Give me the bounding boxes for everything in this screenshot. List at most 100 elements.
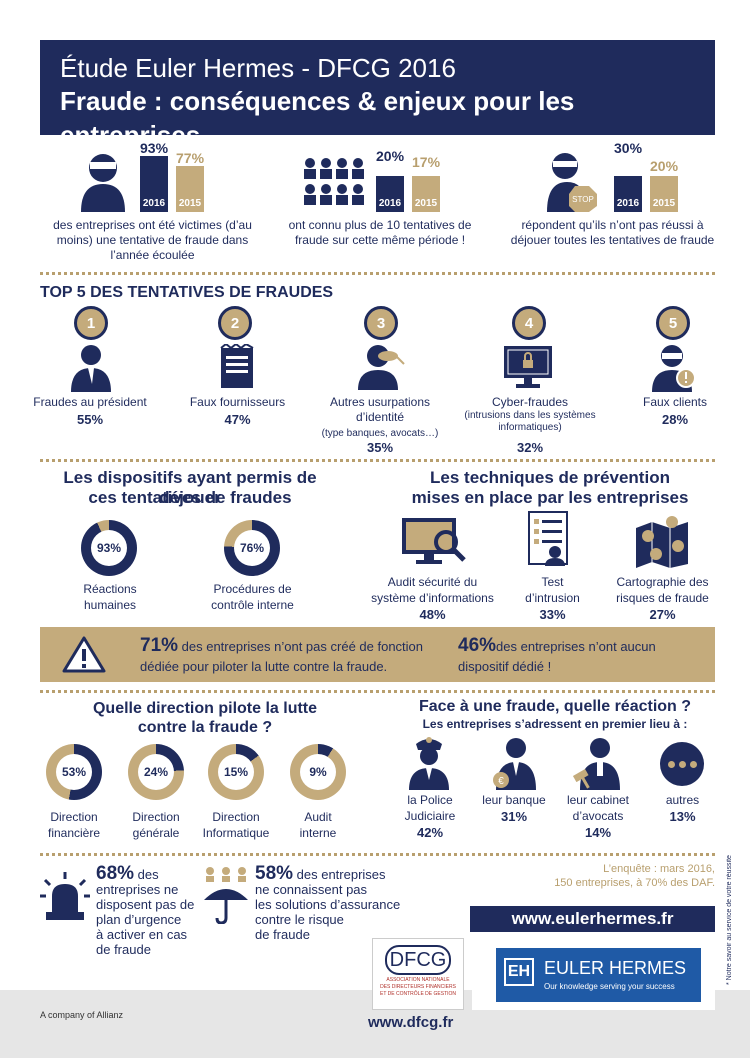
top5-pct-3: 35% xyxy=(366,440,394,455)
crowd-icon xyxy=(304,158,364,205)
rank-3-badge: 3 xyxy=(364,306,398,340)
banker-icon: € xyxy=(493,738,536,790)
banner-stat-1b: dédiée pour piloter la lutte contre la f… xyxy=(140,659,388,674)
warning-banner: 71% des entreprises n’ont pas créé de fo… xyxy=(40,627,715,682)
stat3-pct-2016: 30% xyxy=(614,140,643,156)
risk-map-icon xyxy=(636,516,688,568)
top5-pct-1: 55% xyxy=(76,412,104,427)
donut-value: 15% xyxy=(218,754,254,790)
divider xyxy=(40,690,715,693)
direction-label-3b: Informatique xyxy=(202,826,270,840)
reaction-label-1b: Judiciaire xyxy=(404,809,456,823)
technique-label-3a: Cartographie des xyxy=(616,575,709,589)
lawyer-gavel-icon xyxy=(572,738,620,790)
donut-chart: 24% xyxy=(128,744,184,800)
techniques-title-2: mises en place par les entreprises xyxy=(411,488,689,507)
banner-stat-2b: dispositif dédié ! xyxy=(458,659,552,674)
warning-icon xyxy=(62,636,106,673)
checklist-icon xyxy=(528,511,568,566)
donut-value: 9% xyxy=(300,754,336,790)
top5-title: TOP 5 DES TENTATIVES DE FRAUDES xyxy=(40,284,334,301)
euler-hermes-logo: EH EULER HERMES Our knowledge serving yo… xyxy=(472,938,715,1010)
reaction-label-4: autres xyxy=(665,793,700,807)
stat2-bar-2015: 2015 xyxy=(412,176,440,212)
stat2-pct-2016: 20% xyxy=(376,148,405,164)
banner-stat-1: 71% des entreprises n’ont pas créé de fo… xyxy=(140,635,424,656)
reaction-pct-1: 42% xyxy=(416,825,444,840)
donut-chart: 53% xyxy=(46,744,102,800)
stat1-pct-2016: 93% xyxy=(140,140,169,156)
divider xyxy=(40,853,715,856)
eulerhermes-url-link[interactable]: www.eulerhermes.fr xyxy=(470,906,715,932)
reaction-label-1a: la Police xyxy=(407,793,453,807)
top5-pct-4: 32% xyxy=(516,440,544,455)
technique-label-2b: d’intrusion xyxy=(525,591,580,605)
dispositif-label-1b: humaines xyxy=(83,598,137,612)
top5-label-3: Autres usurpations d’identité xyxy=(329,395,431,424)
divider xyxy=(40,272,715,275)
umbrella-people-icon xyxy=(204,867,248,924)
dfcg-url-link[interactable]: www.dfcg.fr xyxy=(368,1014,454,1031)
ellipsis-icon xyxy=(660,742,704,786)
technique-label-1a: Audit sécurité du xyxy=(387,575,478,589)
banner-stat-2: 46%des entreprises n’ont aucun xyxy=(458,635,656,656)
reaction-pct-2: 31% xyxy=(500,809,528,824)
reaction-label-2: leur banque xyxy=(482,793,546,807)
monitor-magnifier-icon xyxy=(402,518,466,564)
dfcg-logo: DFCG ASSOCIATION NATIONALE DES DIRECTEUR… xyxy=(372,938,464,1010)
svg-text:STOP: STOP xyxy=(572,195,594,204)
divider xyxy=(40,459,715,462)
donut-value: 53% xyxy=(56,754,92,790)
stat1-text: des entreprises ont été victimes (d’au m… xyxy=(53,218,252,262)
direction-label-1b: financière xyxy=(47,826,101,840)
stat3-text: répondent qu’ils n’ont pas réussi à déjo… xyxy=(510,218,715,247)
donut-value: 76% xyxy=(234,530,270,566)
reaction-pct-3: 14% xyxy=(584,825,612,840)
rank-4-badge: 4 xyxy=(512,306,546,340)
donut-chart: 76% xyxy=(224,520,280,576)
fake-client-icon xyxy=(652,345,696,392)
dispositif-label-1a: Réactions xyxy=(83,582,137,596)
dispositif-label-2b: contrôle interne xyxy=(211,598,294,612)
top5-label-4: Cyber-fraudes xyxy=(491,395,569,409)
technique-label-3b: risques de fraude xyxy=(616,591,709,605)
police-officer-icon xyxy=(409,737,449,790)
stat2-pct-2015: 17% xyxy=(412,154,441,170)
study-subtitle: Fraude : conséquences & enjeux pour les … xyxy=(60,86,575,150)
stat3-bar-2016: 2016 xyxy=(614,176,642,212)
direction-label-4a: Audit xyxy=(304,810,332,824)
stat1-bar-2016: 2016 xyxy=(140,156,168,212)
techniques-title-1: Les techniques de prévention xyxy=(430,468,670,487)
stat3-bar-2015: 2015 xyxy=(650,176,678,212)
technique-pct-1: 48% xyxy=(419,607,446,622)
direction-label-2b: générale xyxy=(132,826,180,840)
stat3-pct-2015: 20% xyxy=(650,158,679,174)
dispositifs-title-2: ces tentatives de fraudes xyxy=(88,488,292,507)
thief-stop-sign-icon: STOP xyxy=(547,153,597,212)
side-note: * Notre savoir au service de votre réuss… xyxy=(726,855,733,985)
header-banner: Étude Euler Hermes - DFCG 2016 Fraude : … xyxy=(40,40,715,150)
top5-note-4: (intrusions dans les systèmes informatiq… xyxy=(464,410,596,433)
bottom-stat-1-text: 68% des entreprises ne disposent pas de pl… xyxy=(96,863,195,957)
rank-2-badge: 2 xyxy=(218,306,252,340)
reaction-title: Face à une fraude, quelle réaction ? xyxy=(418,698,692,715)
reaction-pct-4: 13% xyxy=(669,809,696,824)
stat1-bar-2015: 2015 xyxy=(176,166,204,212)
survey-note: L’enquête : mars 2016, 150 entreprises, à… xyxy=(554,863,715,889)
top5-label-2: Faux fournisseurs xyxy=(189,395,286,409)
top5-note-3: (type banques, avocats…) xyxy=(321,428,439,439)
study-title: Étude Euler Hermes - DFCG 2016 xyxy=(60,53,456,83)
top5-pct-2: 47% xyxy=(224,412,251,427)
stat2-bar-2016: 2016 xyxy=(376,176,404,212)
rank-1-badge: 1 xyxy=(74,306,108,340)
direction-title-1: Quelle direction pilote la lutte xyxy=(92,700,318,717)
donut-chart: 93% xyxy=(81,520,137,576)
donut-value: 93% xyxy=(91,530,127,566)
top5-label-5: Faux clients xyxy=(642,395,708,409)
technique-label-1b: système d’informations xyxy=(371,591,494,605)
donut-chart: 9% xyxy=(290,744,346,800)
stat1-pct-2015: 77% xyxy=(176,150,205,166)
top5-label-1: Fraudes au président xyxy=(33,395,147,409)
donut-chart: 15% xyxy=(208,744,264,800)
invoice-icon xyxy=(220,344,254,388)
